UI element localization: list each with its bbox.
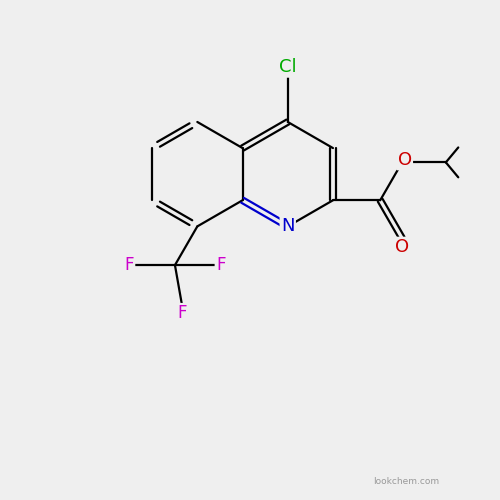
Text: N: N <box>281 218 294 236</box>
Text: O: O <box>398 151 411 169</box>
Text: Cl: Cl <box>279 58 296 76</box>
Text: F: F <box>124 256 134 274</box>
Text: F: F <box>177 304 186 322</box>
Text: O: O <box>395 238 409 256</box>
Text: F: F <box>216 256 226 274</box>
Text: lookchem.com: lookchem.com <box>373 477 439 486</box>
